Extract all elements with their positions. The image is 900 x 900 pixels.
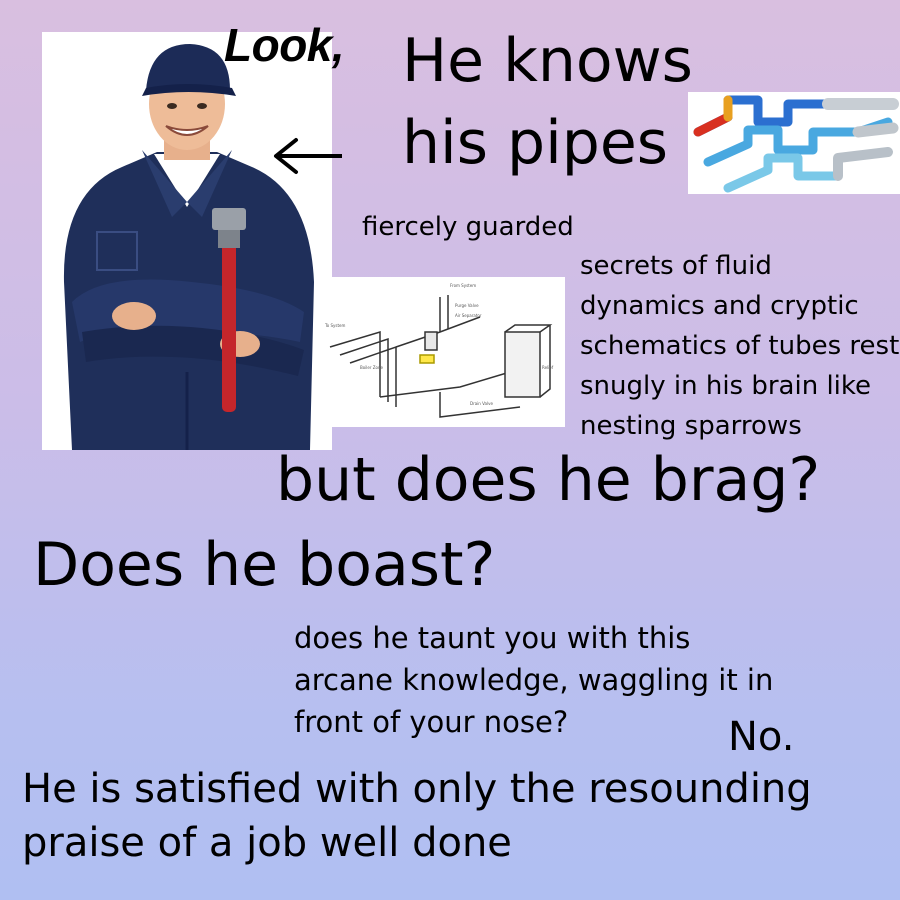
headline: He knows his pipes xyxy=(402,26,693,178)
pipe-render-image xyxy=(688,92,900,194)
secrets-paragraph: secrets of fluid dynamics and cryptic sc… xyxy=(580,251,900,441)
svg-text:From System: From System xyxy=(450,283,476,288)
brag-question: but does he brag? xyxy=(276,445,821,515)
left-arrow-icon xyxy=(274,138,342,174)
svg-text:Purge Valve: Purge Valve xyxy=(455,303,479,308)
praise-conclusion: He is satisfied with only the resounding… xyxy=(22,766,812,866)
answer-no: No. xyxy=(728,714,795,760)
schematic-image: From System Purge Valve Air Separator To… xyxy=(320,277,565,427)
svg-text:Relief: Relief xyxy=(542,365,554,370)
svg-text:To System: To System xyxy=(324,323,346,328)
svg-text:Boiler Zone: Boiler Zone xyxy=(360,365,384,370)
svg-text:Air Separator: Air Separator xyxy=(455,313,482,318)
taunt-question: does he taunt you with this arcane knowl… xyxy=(294,621,774,739)
svg-text:Drain Valve: Drain Valve xyxy=(470,401,493,406)
secrets-line-1: fiercely guarded xyxy=(362,212,574,242)
plumber-image xyxy=(42,32,332,450)
look-text: Look, xyxy=(224,19,345,71)
boast-question: Does he boast? xyxy=(33,530,496,600)
